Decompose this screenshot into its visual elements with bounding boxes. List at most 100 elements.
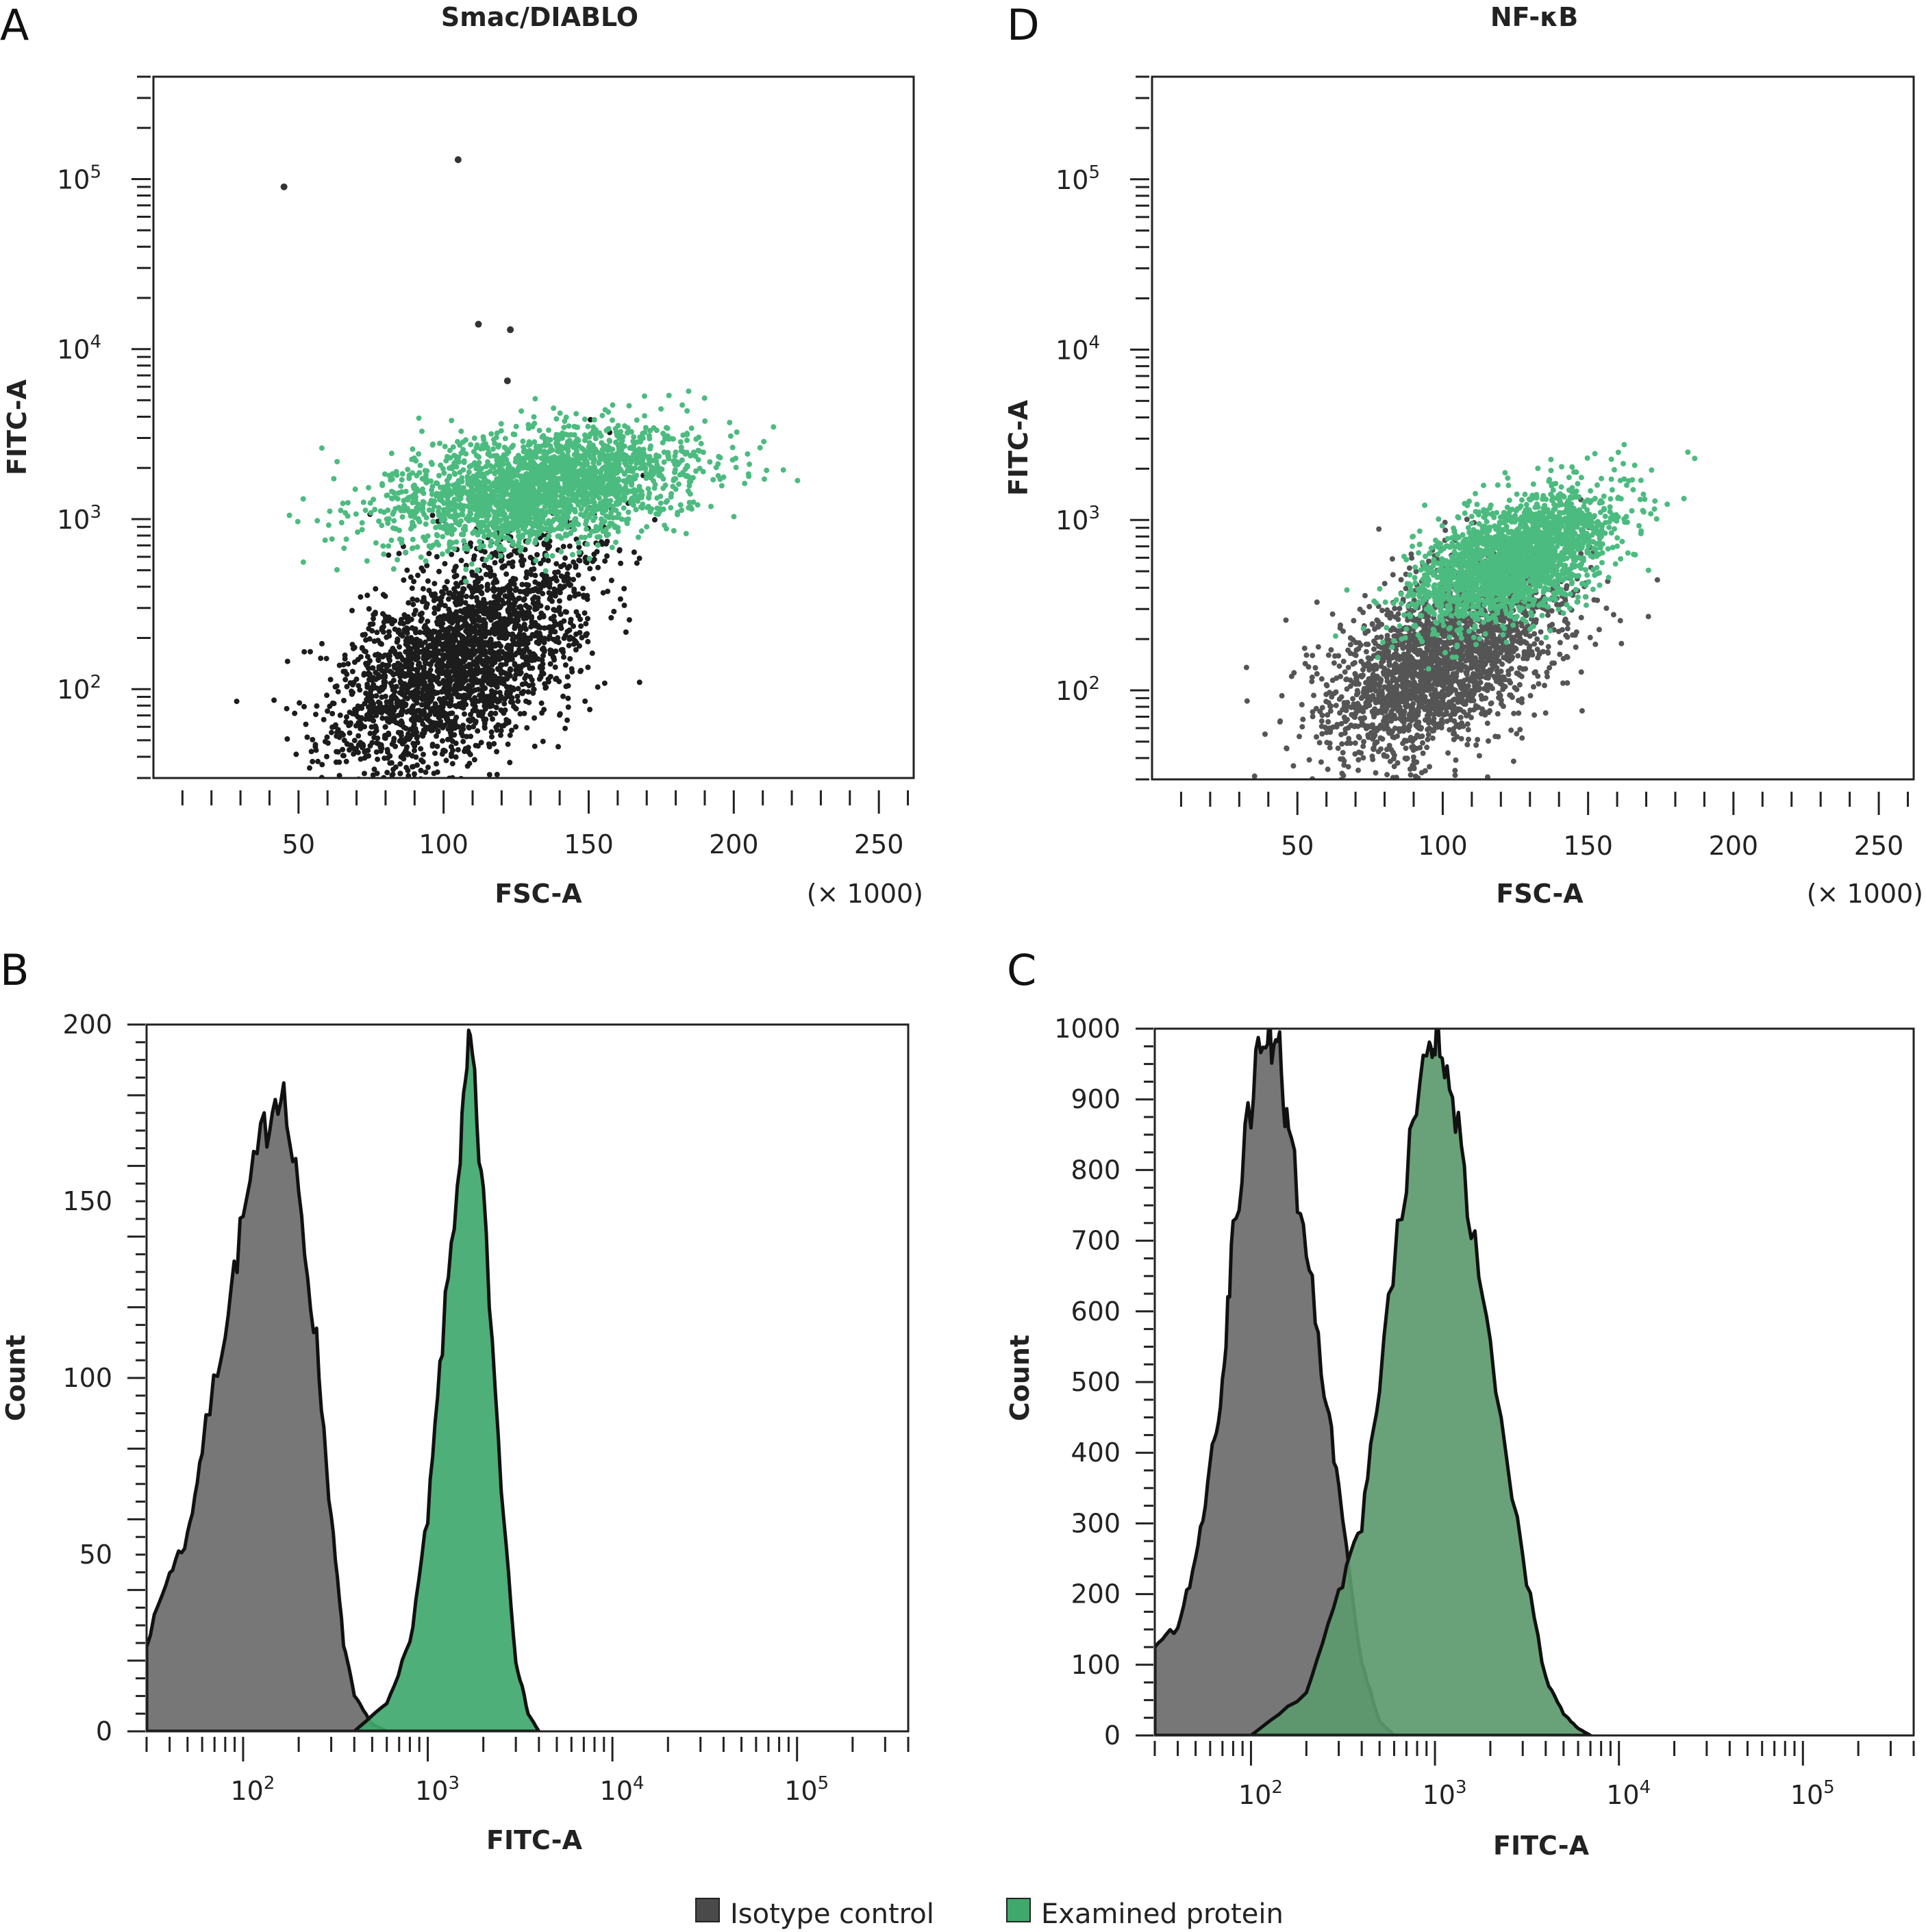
panel-a-point bbox=[540, 557, 547, 563]
panel-a-point bbox=[561, 635, 567, 641]
panel-a-point bbox=[414, 473, 420, 479]
panel-a-point bbox=[558, 535, 564, 541]
panel-a-point bbox=[489, 733, 495, 740]
panel-a-point bbox=[432, 610, 438, 616]
panel-a-point bbox=[498, 532, 504, 538]
panel-a-point bbox=[472, 528, 478, 534]
panel-a-point bbox=[300, 496, 306, 502]
panel-a-point bbox=[586, 555, 592, 562]
panel-a-point bbox=[505, 651, 511, 657]
panel-a-point bbox=[561, 425, 567, 431]
panel-a-point bbox=[483, 557, 489, 563]
panel-a-point bbox=[505, 672, 511, 678]
panel-a-point bbox=[470, 673, 476, 679]
panel-a-point bbox=[527, 605, 533, 611]
panel-a-point bbox=[429, 592, 436, 599]
panel-a-point bbox=[310, 759, 316, 764]
panel-a-point bbox=[475, 567, 480, 573]
panel-a-point bbox=[462, 579, 468, 584]
panel-a-point bbox=[413, 489, 419, 494]
panel-a-point bbox=[464, 546, 471, 552]
panel-a-point bbox=[248, 781, 253, 786]
panel-a-point bbox=[419, 428, 425, 434]
panel-a-point bbox=[333, 722, 338, 728]
panel-a-point bbox=[625, 468, 631, 473]
panel-a-point bbox=[519, 581, 525, 588]
panel-a-point bbox=[475, 584, 480, 590]
panel-a-point bbox=[366, 708, 373, 714]
panel-a-point bbox=[541, 707, 547, 713]
panel-a-point bbox=[490, 794, 495, 799]
panel-a-point bbox=[437, 524, 443, 530]
panel-a-point bbox=[436, 615, 441, 621]
panel-a-point bbox=[610, 402, 616, 408]
panel-a-point bbox=[497, 605, 503, 611]
panel-a-point bbox=[349, 642, 355, 648]
panel-a-point bbox=[579, 462, 586, 467]
panel-a-point bbox=[358, 756, 364, 762]
panel-a-point bbox=[605, 588, 611, 594]
panel-a-point bbox=[358, 740, 364, 746]
panel-a-point bbox=[418, 488, 424, 494]
panel-a-point bbox=[494, 684, 500, 690]
panel-a-point bbox=[396, 505, 402, 510]
panel-a-point bbox=[448, 514, 454, 520]
panel-a-point bbox=[707, 459, 713, 465]
panel-a-point bbox=[532, 540, 538, 546]
panel-a-point bbox=[543, 536, 549, 542]
panel-a-point bbox=[650, 468, 656, 475]
panel-a-point bbox=[518, 408, 525, 414]
panel-a-point bbox=[623, 462, 629, 468]
panel-a-point bbox=[329, 711, 336, 716]
panel-a-point bbox=[455, 747, 461, 753]
panel-a-point bbox=[318, 655, 324, 662]
panel-a-point bbox=[599, 440, 605, 446]
panel-a-point bbox=[590, 460, 597, 466]
panel-a-point bbox=[325, 708, 331, 714]
panel-a-point bbox=[440, 677, 447, 683]
panel-a-point bbox=[349, 607, 355, 614]
panel-a-point bbox=[385, 780, 390, 786]
panel-a-point bbox=[529, 618, 535, 625]
panel-a-point bbox=[587, 566, 593, 572]
panel-a-point bbox=[733, 455, 738, 462]
panel-a-point bbox=[377, 508, 384, 514]
panel-a-point bbox=[510, 638, 516, 644]
panel-a-point bbox=[529, 614, 535, 620]
panel-a-point bbox=[615, 442, 621, 449]
panel-a-point bbox=[319, 762, 325, 768]
panel-a-point bbox=[519, 533, 525, 539]
panel-a-point bbox=[583, 632, 589, 638]
panel-a-point bbox=[489, 694, 495, 701]
panel-a-point bbox=[432, 649, 438, 655]
panel-a-point bbox=[329, 820, 335, 826]
panel-a-point bbox=[545, 503, 551, 509]
panel-a-point bbox=[509, 727, 514, 733]
panel-a-point bbox=[345, 500, 351, 506]
panel-a-point bbox=[520, 438, 526, 444]
panel-a-point bbox=[364, 592, 371, 599]
panel-a-point bbox=[490, 716, 495, 722]
panel-a-point bbox=[434, 733, 440, 739]
panel-a-point bbox=[467, 664, 473, 670]
panel-a-point bbox=[406, 509, 412, 515]
panel-a-point bbox=[590, 475, 596, 481]
panel-a-point bbox=[408, 790, 413, 796]
panel-a-point bbox=[632, 492, 638, 498]
panel-a-point bbox=[469, 697, 475, 703]
panel-a-point bbox=[429, 726, 436, 732]
panel-a-point bbox=[501, 701, 508, 707]
panel-a-point bbox=[314, 703, 320, 709]
panel-a-point bbox=[361, 670, 367, 677]
panel-a-point bbox=[410, 764, 416, 770]
panel-a-point bbox=[540, 645, 547, 651]
panel-a-point bbox=[374, 629, 380, 636]
panel-a-point bbox=[573, 647, 579, 653]
panel-a-point bbox=[453, 453, 459, 460]
panel-a-point bbox=[524, 610, 530, 616]
panel-a-point bbox=[575, 572, 581, 578]
panel-a-point bbox=[475, 523, 482, 529]
panel-a-point bbox=[566, 423, 572, 429]
panel-a-point bbox=[621, 497, 627, 503]
panel-a-point bbox=[313, 747, 319, 753]
